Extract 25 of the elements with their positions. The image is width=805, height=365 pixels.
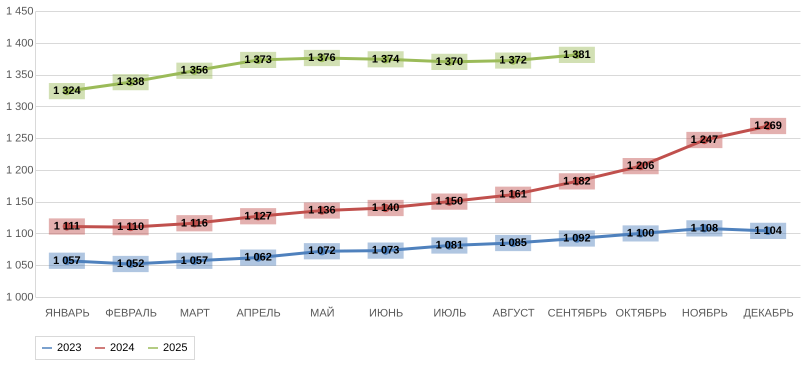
x-tick-label: ЯНВАРЬ xyxy=(44,308,90,320)
y-tick-label: 1 250 xyxy=(6,132,34,145)
y-tick-label: 1 450 xyxy=(6,6,34,18)
y-tick-label: 1 050 xyxy=(6,260,34,272)
y-tick-label: 1 100 xyxy=(6,228,34,240)
legend-label: 2024 xyxy=(110,342,134,354)
x-tick-label: ДЕКАБРЬ xyxy=(743,308,794,320)
y-tick-label: 1 300 xyxy=(6,100,34,113)
x-tick-label: ОКТЯБРЬ xyxy=(616,308,667,320)
x-tick-label: ИЮЛЬ xyxy=(433,308,466,320)
x-tick-label: НОЯБРЬ xyxy=(682,308,728,320)
x-tick-label: ИЮНЬ xyxy=(369,308,404,320)
y-tick-label: 1 350 xyxy=(6,69,34,82)
legend-label: 2025 xyxy=(163,342,188,354)
x-tick-label: АПРЕЛЬ xyxy=(236,308,281,320)
y-tick-label: 1 200 xyxy=(6,164,34,176)
x-tick-label: АВГУСТ xyxy=(492,308,535,320)
y-tick-label: 1 000 xyxy=(6,292,34,304)
x-tick-label: СЕНТЯБРЬ xyxy=(548,308,608,320)
legend-label: 2023 xyxy=(57,342,82,354)
x-tick-label: МАРТ xyxy=(180,308,210,320)
x-tick-label: МАЙ xyxy=(310,306,335,320)
y-tick-label: 1 150 xyxy=(6,196,34,208)
y-tick-label: 1 400 xyxy=(6,37,34,50)
x-tick-label: ФЕВРАЛЬ xyxy=(105,308,157,320)
